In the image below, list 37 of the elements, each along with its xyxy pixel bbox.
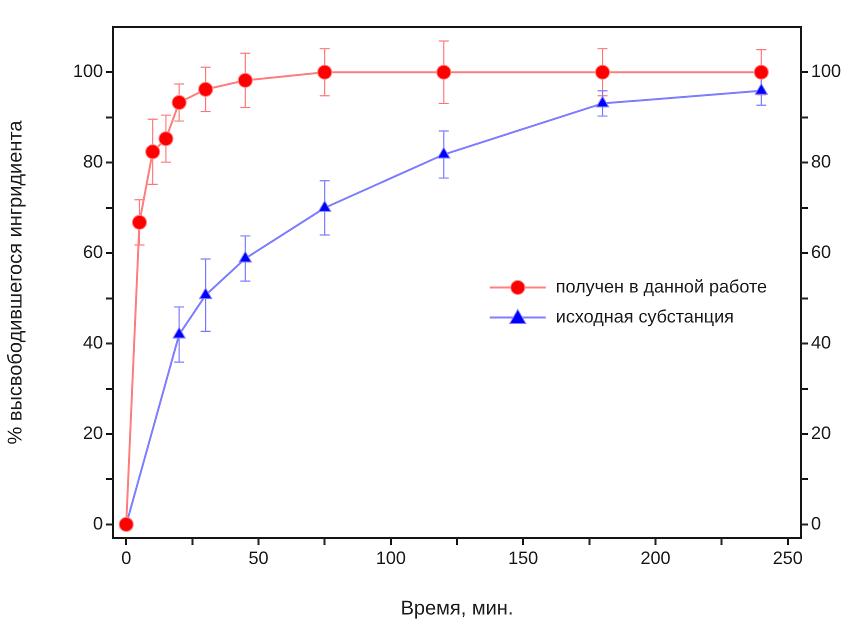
- point: [172, 95, 187, 110]
- y-tick-label: 40: [82, 332, 103, 353]
- point: [754, 64, 769, 80]
- legend-label: получен в данной работе: [556, 276, 767, 296]
- point: [595, 64, 610, 80]
- point: [145, 144, 160, 160]
- x-tick-label: 150: [508, 548, 538, 568]
- point: [436, 64, 452, 80]
- point: [158, 131, 174, 146]
- y2-tick-label: 80: [811, 152, 832, 172]
- point: [238, 251, 252, 263]
- point: [238, 72, 253, 88]
- y2-tick-label: 100: [811, 61, 842, 82]
- x-tick-label: 250: [772, 548, 803, 568]
- y-tick-label: 60: [82, 242, 103, 262]
- point: [172, 327, 186, 339]
- point: [132, 214, 147, 230]
- x-tick-label: 200: [640, 548, 670, 568]
- legend-label: исходная субстанция: [556, 306, 734, 326]
- point: [318, 200, 332, 212]
- x-tick-label: 50: [248, 548, 269, 568]
- y-tick-label: 20: [82, 422, 103, 443]
- x-tick-label: 100: [376, 548, 406, 568]
- y-tick-label: 100: [72, 61, 103, 82]
- point: [199, 288, 212, 300]
- y2-tick-label: 20: [811, 422, 832, 443]
- y-axis-title: % высвободившегося ингридиента: [4, 120, 27, 444]
- x-tick-label: 0: [121, 548, 132, 568]
- point: [317, 64, 332, 80]
- x-axis-title: Время, мин.: [400, 598, 514, 620]
- y-tick-label: 0: [92, 513, 103, 534]
- y2-tick-label: 40: [811, 332, 832, 353]
- point: [437, 147, 450, 159]
- y2-tick-label: 0: [811, 513, 822, 534]
- y-tick-label: 80: [82, 152, 103, 172]
- point: [198, 82, 214, 97]
- y2-tick-label: 60: [811, 242, 832, 262]
